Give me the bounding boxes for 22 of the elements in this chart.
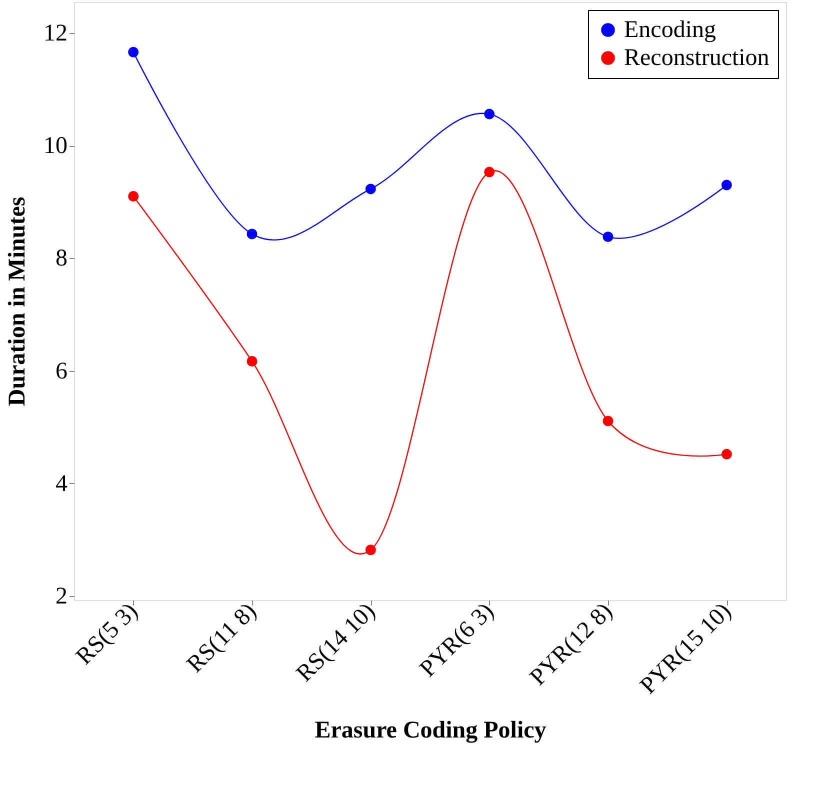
y-axis-title: Duration in Minutes — [4, 196, 30, 406]
y-tick-label: 8 — [56, 246, 68, 272]
point — [246, 228, 258, 240]
point — [721, 180, 732, 190]
point — [128, 46, 139, 58]
point — [365, 544, 376, 556]
point — [484, 166, 495, 178]
y-tick-label: 12 — [44, 20, 68, 46]
point — [128, 191, 139, 202]
y-tick-label: 10 — [44, 133, 68, 160]
y-tick-label: 6 — [56, 358, 68, 384]
point — [721, 448, 732, 460]
point — [246, 356, 258, 366]
point — [484, 108, 495, 120]
point — [602, 416, 614, 426]
legend-label: Reconstruction — [624, 45, 770, 71]
x-axis-title: Erasure Coding Policy — [314, 717, 546, 744]
y-tick-label: 2 — [56, 584, 68, 610]
point — [365, 184, 376, 194]
point — [602, 232, 614, 242]
legend-label: Encoding — [624, 17, 716, 43]
y-tick-label: 4 — [56, 470, 68, 497]
